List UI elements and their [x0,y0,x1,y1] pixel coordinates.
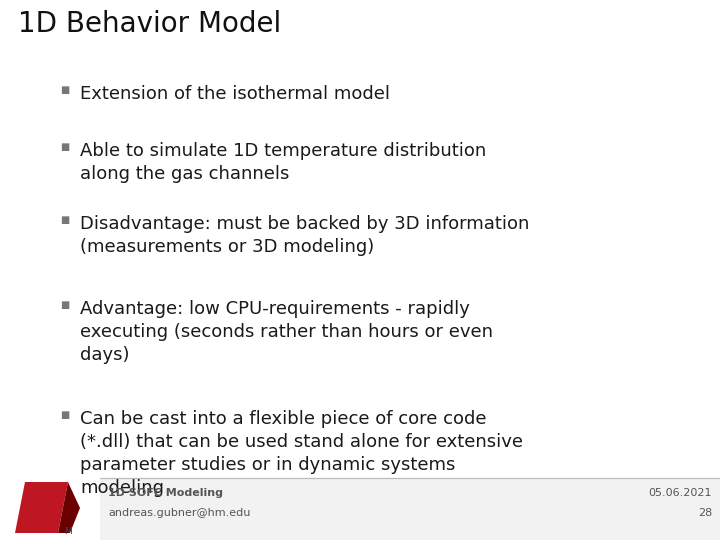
Text: 05.06.2021: 05.06.2021 [649,488,712,498]
Text: andreas.gubner@hm.edu: andreas.gubner@hm.edu [108,508,251,518]
Polygon shape [15,482,68,533]
FancyBboxPatch shape [100,478,720,540]
Polygon shape [58,482,80,533]
Text: Able to simulate 1D temperature distribution
along the gas channels: Able to simulate 1D temperature distribu… [80,142,486,183]
Text: 1D SOFC Modeling: 1D SOFC Modeling [108,488,223,498]
Text: Extension of the isothermal model: Extension of the isothermal model [80,85,390,103]
Text: M: M [64,527,72,536]
Text: 1D Behavior Model: 1D Behavior Model [18,10,282,38]
Text: Disadvantage: must be backed by 3D information
(measurements or 3D modeling): Disadvantage: must be backed by 3D infor… [80,215,529,256]
Text: ■: ■ [60,410,69,420]
Text: ■: ■ [60,300,69,310]
Text: ■: ■ [60,142,69,152]
Text: Advantage: low CPU-requirements - rapidly
executing (seconds rather than hours o: Advantage: low CPU-requirements - rapidl… [80,300,493,364]
Text: ■: ■ [60,85,69,95]
Text: 28: 28 [698,508,712,518]
Text: Can be cast into a flexible piece of core code
(*.dll) that can be used stand al: Can be cast into a flexible piece of cor… [80,410,523,497]
Text: ■: ■ [60,215,69,225]
